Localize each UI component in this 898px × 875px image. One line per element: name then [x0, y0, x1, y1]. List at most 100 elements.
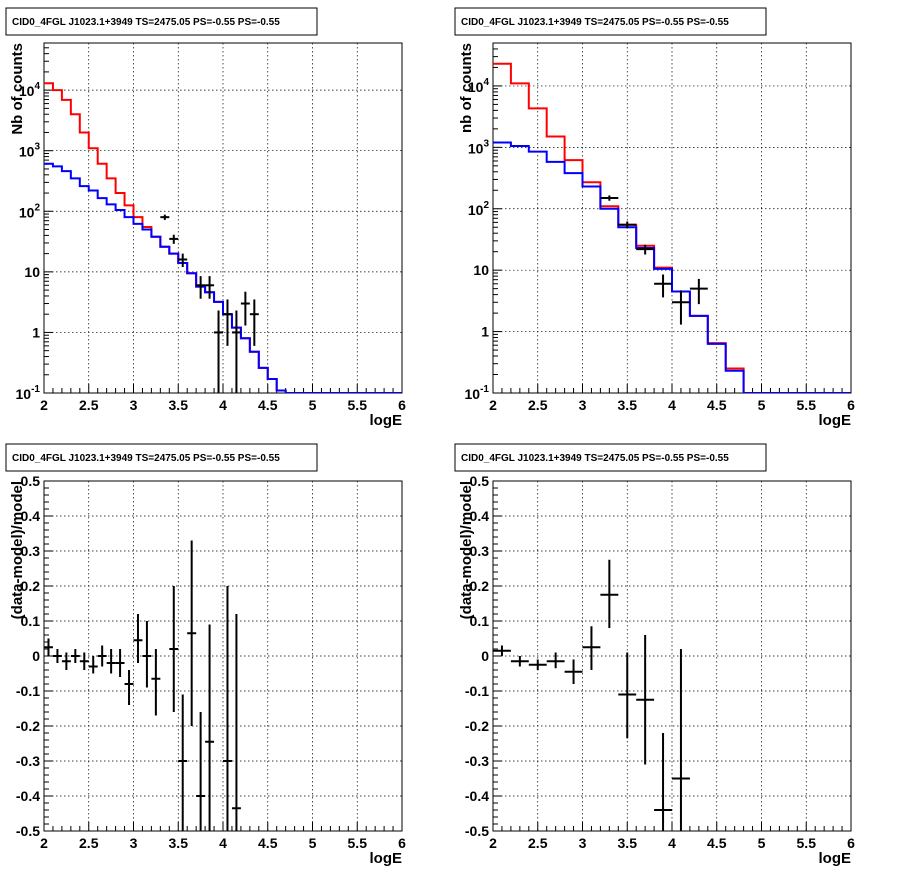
y-tick-label: 103 — [468, 138, 490, 156]
data-point — [196, 276, 206, 299]
x-tick-label: 3.5 — [618, 397, 638, 413]
y-tick-label: 0.4 — [21, 508, 41, 524]
histogram-line-red — [493, 62, 851, 393]
y-tick-label: 10-1 — [465, 384, 490, 402]
data-point — [52, 649, 62, 663]
data-point — [223, 299, 232, 346]
data-point — [151, 649, 161, 716]
title-box — [454, 7, 767, 36]
data-point — [178, 694, 188, 831]
y-tick-label: 0 — [481, 648, 489, 664]
data-point — [205, 624, 215, 831]
data-point — [618, 221, 637, 229]
data-point — [546, 652, 565, 669]
y-axis: 10-1 1 10 102 103 104 — [16, 42, 53, 402]
x-tick-label: 6 — [847, 397, 855, 413]
y-tick-label: -0.2 — [465, 718, 489, 734]
x-tick-label: 5.5 — [797, 835, 817, 851]
y-tick-label: -0.5 — [16, 823, 40, 839]
x-tick-label: 2.5 — [79, 397, 99, 413]
x-tick-label: 6 — [398, 397, 406, 413]
y-tick-label: -0.2 — [16, 718, 40, 734]
data-point — [214, 310, 223, 393]
title-box — [5, 7, 318, 36]
y-axis: 10-1 1 10 102 103 104 — [465, 42, 502, 402]
x-tick-label: 5 — [309, 835, 317, 851]
y-tick-label: 0.4 — [470, 508, 490, 524]
data-point — [600, 559, 619, 628]
chart-panel-top-left: CID0_4FGL J1023.1+3949 TS=2475.05 PS=-0.… — [5, 7, 406, 429]
x-tick-label: 3 — [130, 835, 138, 851]
data-point — [510, 656, 529, 667]
y-tick-label: 102 — [19, 202, 41, 220]
x-tick-label: 3 — [579, 835, 587, 851]
x-tick-label: 4.5 — [258, 835, 278, 851]
y-tick-label: 0.3 — [21, 543, 41, 559]
data-point — [636, 244, 655, 255]
data-point — [493, 645, 511, 656]
data-point — [672, 649, 690, 831]
x-axis: 2 2.5 3 3.5 4 4.5 5 5.5 6 — [489, 384, 855, 413]
x-tick-label: 6 — [847, 835, 855, 851]
x-tick-label: 2 — [40, 397, 48, 413]
chart-panel-bottom-left: CID0_4FGL J1023.1+3949 TS=2475.05 PS=-0.… — [5, 443, 406, 867]
x-tick-label: 2.5 — [79, 835, 99, 851]
y-tick-label: 0.2 — [21, 578, 41, 594]
data-point — [223, 586, 232, 831]
chart-title: CID0_4FGL J1023.1+3949 TS=2475.05 PS=-0.… — [461, 453, 729, 464]
y-tick-label: 1 — [481, 324, 489, 340]
x-tick-label: 2.5 — [528, 397, 548, 413]
x-tick-label: 4.5 — [258, 397, 278, 413]
data-point — [672, 290, 690, 325]
data-point — [106, 649, 116, 674]
y-tick-label: -0.4 — [16, 788, 40, 804]
y-tick-label: -0.3 — [16, 753, 40, 769]
x-axis: 2 2.5 3 3.5 4 4.5 5 5.5 6 — [40, 822, 406, 851]
y-tick-label: 10 — [473, 262, 489, 278]
y-tick-label: 102 — [468, 200, 490, 218]
y-tick-label: 0.1 — [21, 613, 41, 629]
data-point — [97, 645, 107, 667]
data-point — [654, 733, 672, 831]
data-point — [187, 540, 197, 726]
data-point — [44, 638, 53, 656]
grid-lines — [44, 43, 402, 393]
y-tick-label: 10-1 — [16, 384, 41, 402]
x-tick-label: 2 — [489, 835, 497, 851]
data-point — [618, 652, 637, 739]
data-point — [88, 656, 98, 674]
x-tick-label: 3.5 — [169, 397, 189, 413]
data-point — [231, 310, 241, 393]
x-axis: 2 2.5 3 3.5 4 4.5 5 5.5 6 — [40, 384, 406, 413]
data-point — [169, 234, 179, 244]
data-point — [142, 621, 152, 688]
data-point — [61, 652, 71, 670]
x-tick-label: 6 — [398, 835, 406, 851]
y-tick-label: 104 — [19, 81, 41, 99]
x-tick-label: 3.5 — [618, 835, 638, 851]
histogram-line-blue — [493, 141, 851, 393]
y-tick-label: 1 — [32, 324, 40, 340]
data-area — [493, 62, 851, 393]
data-point — [79, 652, 89, 670]
x-tick-label: 3 — [579, 397, 587, 413]
y-tick-label: 103 — [19, 142, 41, 160]
x-tick-label: 4 — [668, 397, 676, 413]
y-tick-label: -0.1 — [465, 683, 489, 699]
x-tick-label: 3 — [130, 397, 138, 413]
x-tick-label: 2.5 — [528, 835, 548, 851]
data-point — [205, 276, 215, 299]
y-tick-label: -0.1 — [16, 683, 40, 699]
data-area — [493, 559, 690, 831]
y-tick-label: 104 — [468, 77, 490, 95]
data-point — [528, 659, 547, 670]
chart-panel-bottom-right: CID0_4FGL J1023.1+3949 TS=2475.05 PS=-0.… — [454, 443, 855, 867]
y-tick-label: -0.5 — [465, 823, 489, 839]
histogram-line-blue — [44, 162, 402, 393]
x-tick-label: 4.5 — [707, 397, 727, 413]
x-axis-label: logE — [370, 850, 403, 867]
y-axis-label: nb of counts — [458, 43, 475, 133]
y-axis-label: (data-model)/model — [458, 481, 475, 619]
y-axis-label: Nb of counts — [9, 43, 26, 135]
data-point — [124, 670, 134, 705]
